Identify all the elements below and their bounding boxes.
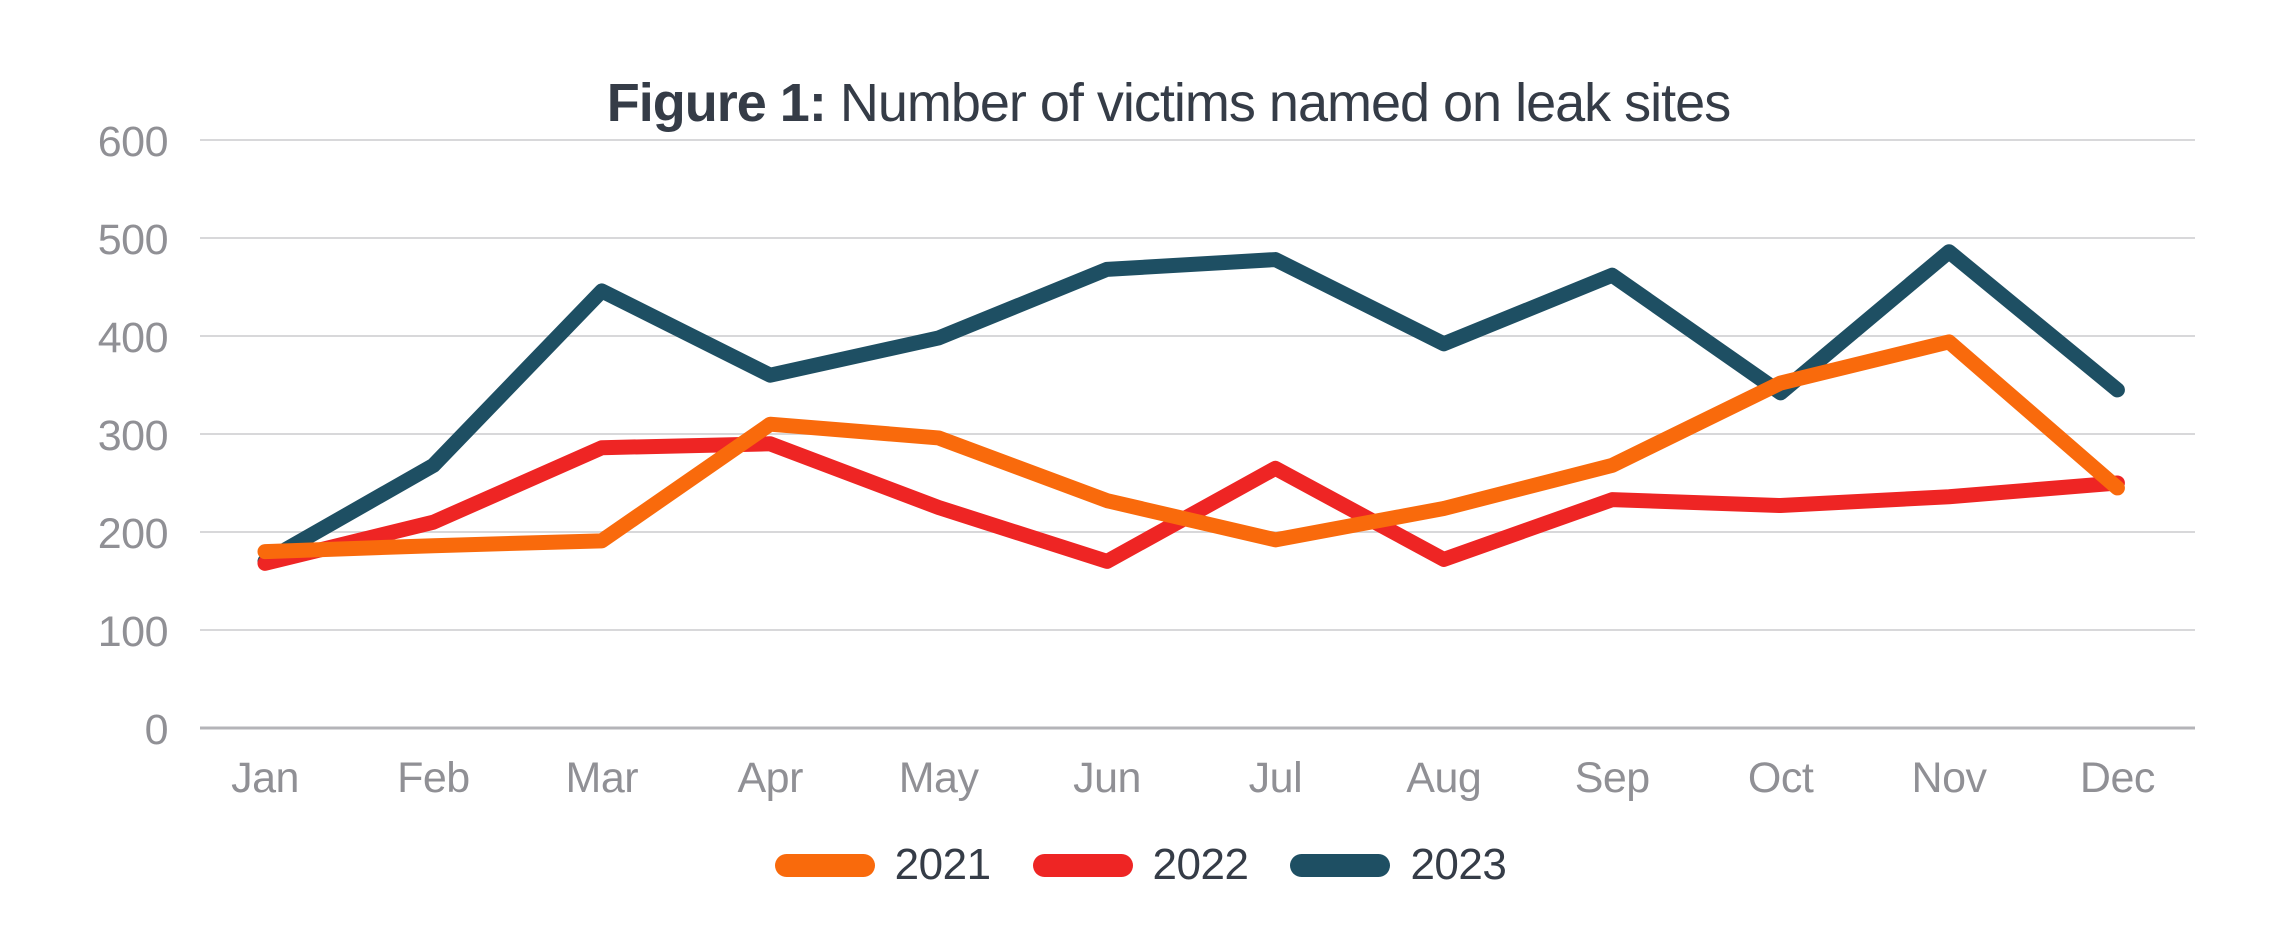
chart-title: Figure 1: Number of victims named on lea… <box>0 10 2281 196</box>
y-tick-label: 200 <box>98 510 168 558</box>
legend-item-2023: 2023 <box>1290 840 1507 889</box>
x-tick-label: Aug <box>1406 754 1481 802</box>
legend-swatch-2023 <box>1290 853 1391 877</box>
x-tick-label: Dec <box>2080 754 2155 802</box>
y-tick-label: 300 <box>98 412 168 460</box>
legend-swatch-2022 <box>1032 853 1133 877</box>
y-tick-label: 600 <box>98 118 168 166</box>
x-tick-label: Sep <box>1575 754 1650 802</box>
x-tick-label: Apr <box>737 754 803 802</box>
legend-item-2021: 2021 <box>774 840 991 889</box>
legend-item-2022: 2022 <box>1032 840 1249 889</box>
x-tick-label: Jun <box>1073 754 1141 802</box>
chart-legend: 2021 2022 2023 <box>0 843 2281 887</box>
x-tick-label: Oct <box>1748 754 1814 802</box>
x-tick-label: Mar <box>566 754 639 802</box>
y-tick-label: 500 <box>98 216 168 264</box>
x-tick-label: Jul <box>1249 754 1302 802</box>
legend-swatch-2021 <box>774 853 875 877</box>
chart-title-prefix: Figure 1: <box>606 73 827 133</box>
y-tick-label: 0 <box>145 706 168 754</box>
x-tick-label: Nov <box>1912 754 1988 802</box>
chart-title-rest: Number of victims named on leak sites <box>825 73 1731 133</box>
line-chart-canvas: 0 100 200 300 400 500 600 Jan Feb Mar Apr May Jun Jul… <box>98 118 2195 802</box>
y-tick-label: 400 <box>98 314 168 362</box>
legend-label: 2022 <box>1152 840 1249 889</box>
legend-label: 2021 <box>894 840 991 889</box>
series-line-2021 <box>257 334 2125 560</box>
x-tick-label: Jan <box>231 754 299 802</box>
y-tick-label: 100 <box>98 608 168 656</box>
legend-label: 2023 <box>1410 840 1507 889</box>
x-tick-label: May <box>899 754 980 802</box>
x-tick-label: Feb <box>397 754 470 802</box>
